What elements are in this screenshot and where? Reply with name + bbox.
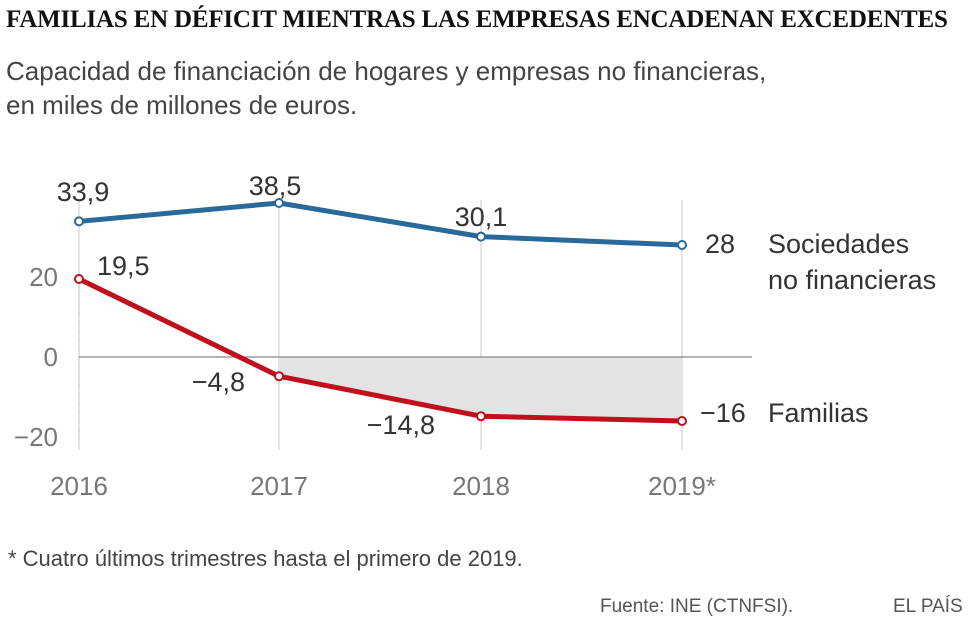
deficit-shaded-area: [279, 357, 682, 421]
chart-title: FAMILIAS EN DÉFICIT MIENTRAS LAS EMPRESA…: [6, 6, 948, 33]
data-label-sociedades: 33,9: [57, 177, 110, 207]
series-line-sociedades: [78, 200, 683, 248]
y-tick-label: 0: [44, 342, 58, 372]
publisher-brand: EL PAÍS: [893, 596, 963, 617]
data-label-sociedades: 28: [705, 229, 735, 259]
x-tick-label: 2018: [452, 471, 510, 501]
legend-label-sociedades: Sociedades: [768, 229, 909, 259]
series-line-familias: [77, 276, 683, 424]
y-tick-label: 20: [29, 262, 58, 292]
data-point: [476, 231, 486, 242]
data-label-familias: −4,8: [192, 367, 245, 397]
source-credit: Fuente: INE (CTNFSI).: [600, 596, 794, 617]
data-point: [677, 416, 687, 426]
data-label-familias: −16: [700, 398, 746, 428]
x-tick-label: 2016: [50, 471, 108, 501]
data-point: [274, 198, 284, 208]
x-tick-label: 2019*: [648, 471, 716, 501]
data-point: [476, 411, 486, 422]
data-point: [74, 274, 84, 284]
chart-subtitle: Capacidad de financiación de hogares y e…: [6, 54, 906, 122]
line-chart: 20 0 −20 2016 2017 2018 2019* 33,9 38,5 30,1 28 19,…: [14, 171, 936, 501]
footnote: * Cuatro últimos trimestres hasta el pri…: [8, 546, 523, 571]
data-point: [74, 216, 84, 227]
data-label-sociedades: 38,5: [249, 171, 302, 201]
subtitle-line-1: Capacidad de financiación de hogares y e…: [6, 56, 767, 86]
data-label-familias: 19,5: [97, 251, 150, 281]
data-label-familias: −14,8: [367, 410, 435, 440]
x-tick-label: 2017: [250, 471, 308, 501]
legend-label-sociedades: no financieras: [768, 265, 936, 295]
data-point: [677, 240, 687, 250]
subtitle-line-2: en miles de millones de euros.: [6, 90, 358, 120]
y-tick-label: −20: [14, 422, 58, 452]
data-point: [274, 371, 284, 382]
legend-label-familias: Familias: [768, 398, 869, 428]
data-label-sociedades: 30,1: [455, 202, 508, 232]
